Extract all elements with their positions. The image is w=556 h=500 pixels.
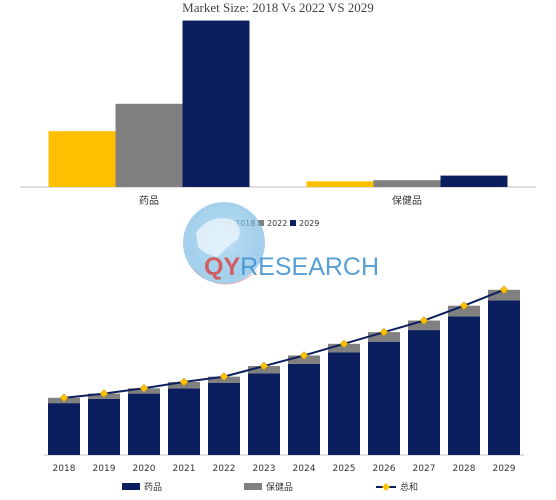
bar-2021-药品	[168, 388, 200, 455]
bar-2018-1	[306, 181, 374, 187]
bar-2029-0	[182, 20, 250, 188]
bar-2029-1	[440, 175, 508, 187]
total-marker-2021	[179, 377, 189, 387]
bar-2028-保健品	[448, 305, 480, 317]
x-tick-label: 2020	[133, 464, 156, 474]
category-label: 药品	[139, 195, 159, 207]
total-marker-2029	[499, 285, 509, 295]
total-marker-2020	[139, 383, 149, 393]
legend-label-drug: 药品	[144, 482, 162, 493]
x-tick-label: 2023	[253, 464, 276, 474]
bar-2019-药品	[88, 398, 120, 455]
total-marker-2026	[379, 327, 389, 337]
total-marker-2027	[419, 316, 429, 325]
total-marker-2018	[59, 393, 69, 403]
legend-label-2029: 2029	[299, 219, 319, 228]
bar-2026-保健品	[368, 332, 400, 342]
bar-2023-药品	[248, 373, 280, 455]
qyresearch-watermark: QYRESEARCH	[183, 202, 378, 285]
x-tick-label: 2026	[373, 464, 396, 474]
watermark-text: QYRESEARCH	[204, 253, 378, 281]
legend-label-2022: 2022	[267, 219, 287, 228]
chart-title: Market Size: 2018 Vs 2022 VS 2029	[182, 0, 374, 15]
x-tick-label: 2019	[93, 464, 116, 474]
bar-2018-0	[48, 131, 116, 187]
x-tick-label: 2029	[493, 464, 516, 474]
bar-2026-药品	[368, 341, 400, 455]
bar-2027-保健品	[408, 320, 440, 331]
total-marker-2023	[259, 361, 269, 371]
bar-2022-1	[373, 180, 441, 187]
x-tick-label: 2027	[413, 464, 436, 474]
legend-swatch-drug	[122, 483, 140, 490]
total-marker-2022	[219, 372, 229, 382]
bar-2022-药品	[208, 383, 240, 455]
bar-2018-药品	[48, 403, 80, 455]
comparison-bar-chart: 药品保健品201820222029	[20, 20, 536, 228]
x-tick-label: 2021	[173, 464, 196, 474]
bar-2028-药品	[448, 316, 480, 455]
x-tick-label: 2022	[213, 464, 236, 474]
stacked-trend-chart: 2018 2019 2020 2021 2022 2023 2024 2025 2026 2027…	[44, 285, 524, 493]
legend-swatch-2022	[258, 220, 264, 226]
bar-2027-药品	[408, 330, 440, 455]
x-tick-label: 2018	[53, 464, 76, 474]
total-marker-2025	[339, 339, 349, 349]
bar-2022-0	[115, 103, 183, 187]
legend-label-health: 保健品	[266, 481, 293, 493]
x-tick-label: 2025	[333, 464, 356, 474]
total-marker-2019	[99, 389, 109, 398]
legend-label-total: 总和	[400, 481, 418, 493]
category-label: 保健品	[392, 194, 422, 207]
bar-2029-药品	[488, 300, 520, 455]
bar-2029-保健品	[488, 289, 520, 301]
total-marker-2024	[299, 351, 309, 360]
x-tick-label: 2024	[293, 464, 316, 474]
total-marker-2028	[459, 301, 469, 311]
legend-swatch-health	[244, 483, 262, 490]
legend-marker-total	[382, 483, 390, 491]
x-tick-label: 2028	[453, 464, 476, 474]
bar-2024-药品	[288, 363, 320, 455]
legend-swatch-2029	[290, 220, 296, 226]
total-line	[63, 288, 505, 399]
bar-2025-药品	[328, 352, 360, 455]
bar-2020-药品	[128, 393, 160, 455]
